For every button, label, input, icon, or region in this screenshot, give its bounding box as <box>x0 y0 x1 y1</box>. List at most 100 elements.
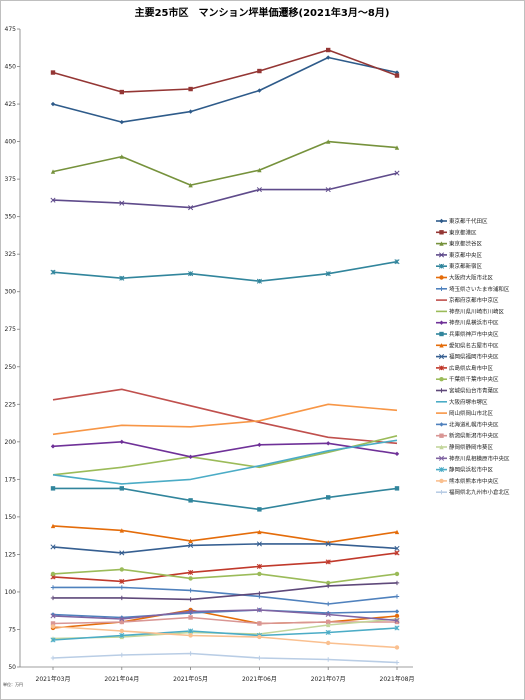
y-tick-label: 375 <box>5 176 17 183</box>
data-point <box>394 73 400 78</box>
data-point <box>439 388 444 393</box>
data-point <box>188 615 193 620</box>
data-point <box>257 529 262 535</box>
data-point <box>394 580 400 586</box>
series-line <box>52 652 398 664</box>
data-point <box>119 628 125 634</box>
data-point <box>50 444 56 449</box>
legend-label: 福岡県福岡市中央区 <box>449 353 499 361</box>
series-line <box>52 609 398 622</box>
legend-entry: 東京都新宿区 <box>436 262 483 270</box>
data-point <box>326 495 331 500</box>
data-point <box>325 187 331 193</box>
data-point <box>50 637 56 643</box>
y-tick-label: 75 <box>8 626 16 633</box>
data-point <box>439 275 444 280</box>
data-point <box>119 619 124 625</box>
data-point <box>326 441 331 446</box>
data-point <box>256 187 262 193</box>
legend-label: 愛知県名古屋市中区 <box>449 341 499 349</box>
series-line <box>53 487 398 511</box>
data-point <box>50 613 56 619</box>
series <box>50 585 400 607</box>
data-point <box>439 230 444 235</box>
data-point <box>394 609 400 614</box>
legend-entry: 熊本県熊本市中央区 <box>436 477 499 485</box>
data-point <box>438 467 445 473</box>
data-point <box>50 585 56 590</box>
data-point <box>394 571 400 577</box>
data-point <box>326 640 331 646</box>
legend-entry: 宮城県仙台市青葉区 <box>436 387 499 395</box>
chart-title: 主要25市区 マンション坪単価遷移(2021年3月～8月) <box>135 6 390 19</box>
data-point <box>257 591 262 596</box>
data-point <box>119 439 124 445</box>
legend-label: 東京都港区 <box>449 228 477 236</box>
data-point <box>119 585 124 590</box>
data-point <box>50 612 56 617</box>
y-tick-label: 475 <box>5 26 17 33</box>
series <box>52 388 398 445</box>
data-point <box>439 331 444 337</box>
data-point <box>257 167 262 173</box>
legend-label: 神奈川県川崎市川崎区 <box>449 307 505 315</box>
data-point <box>119 528 124 533</box>
series <box>52 403 398 436</box>
data-point <box>188 628 194 634</box>
data-point <box>325 271 331 277</box>
series <box>50 486 400 512</box>
series <box>50 55 400 125</box>
data-point <box>119 154 124 159</box>
data-point <box>325 611 331 618</box>
series-line <box>52 525 398 544</box>
series-line <box>53 586 398 605</box>
legend-entry: 福岡県福岡市中央区 <box>436 353 499 361</box>
data-point <box>50 197 56 203</box>
data-point <box>439 343 444 348</box>
data-point <box>257 634 262 640</box>
legend-entry: 東京都中央区 <box>436 251 483 259</box>
data-point <box>439 320 444 325</box>
data-point <box>256 607 262 613</box>
legend-label: 北海道札幌市中央区 <box>449 420 499 428</box>
data-point <box>326 55 331 60</box>
data-point <box>119 119 124 125</box>
series-line <box>52 56 398 123</box>
series-line <box>52 440 398 458</box>
data-point <box>257 655 262 661</box>
legend-entry: 新潟県新潟市中央区 <box>436 432 499 440</box>
series <box>50 625 400 643</box>
legend-entry: 愛知県名古屋市中区 <box>436 341 499 349</box>
data-point <box>50 655 56 661</box>
legend-label: 東京都渋谷区 <box>449 240 483 248</box>
series <box>50 651 400 665</box>
data-point <box>326 619 331 625</box>
axes: 50 75 100 125 150 175 200 225 250 275 300 325 350 375… <box>5 26 415 683</box>
series <box>50 170 400 211</box>
legend-label: 新潟県新潟市中央区 <box>449 432 499 440</box>
data-point <box>188 454 193 460</box>
data-point <box>50 70 56 75</box>
data-point <box>439 433 444 438</box>
data-point <box>394 617 400 624</box>
data-point <box>326 657 331 662</box>
data-point <box>50 595 56 601</box>
data-point <box>188 205 194 211</box>
legend-entry: 広島県広島市中区 <box>436 364 494 372</box>
y-tick-label: 175 <box>5 476 17 483</box>
legend-entry: 大阪府大阪市北区 <box>436 274 494 282</box>
data-point <box>256 541 262 547</box>
series <box>50 567 400 586</box>
data-point <box>50 624 56 629</box>
legend-entry: 静岡県浜松市中区 <box>436 466 494 474</box>
y-tick-label: 425 <box>5 101 17 108</box>
legend-label: 大阪府堺市堺区 <box>449 398 488 406</box>
y-tick-label: 325 <box>5 251 17 258</box>
data-point <box>394 645 400 650</box>
data-point <box>394 145 400 150</box>
legend-label: 神奈川県横浜市中区 <box>449 319 499 327</box>
data-point <box>119 275 125 281</box>
y-tick-label: 275 <box>5 326 17 333</box>
data-point <box>188 109 193 114</box>
series <box>50 550 400 584</box>
